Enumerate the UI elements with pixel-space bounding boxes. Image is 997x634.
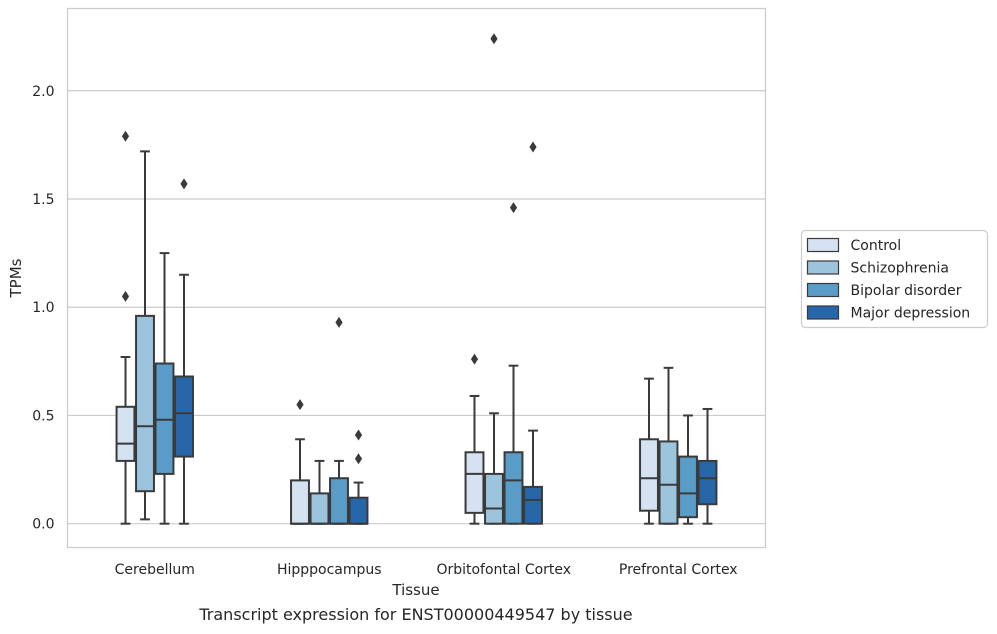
legend-frame [800, 229, 989, 329]
box [348, 496, 369, 525]
outlier-point [180, 178, 188, 190]
chart-caption: Transcript expression for ENST0000044954… [199, 605, 633, 624]
x-tick-label: Orbitofontal Cortex [436, 562, 571, 578]
legend-swatch [806, 282, 840, 298]
outlier-point [296, 399, 304, 411]
legend-swatch [806, 305, 840, 320]
y-tick-label: 2.0 [32, 84, 54, 100]
box [464, 451, 485, 514]
x-axis-title: Tissue [391, 581, 439, 599]
legend-label: Control [851, 238, 902, 254]
legend: Control Schizophrenia Bipolar disorder Majo… [800, 229, 989, 329]
box [309, 492, 330, 525]
outlier-point [529, 141, 537, 153]
outlier-point [335, 316, 343, 328]
box [290, 479, 310, 525]
y-tick-label: 0.5 [32, 408, 54, 424]
legend-label: Schizophrenia [851, 261, 949, 277]
box [154, 362, 175, 475]
box [697, 459, 718, 506]
x-tick-label: Cerebellum [115, 562, 195, 578]
box [639, 438, 659, 512]
y-axis-ticks: 0.0 0.5 1.0 1.5 2.0 [32, 84, 54, 533]
box [329, 477, 349, 525]
y-axis-title: TPMs [7, 258, 25, 298]
plot-area-frame [66, 7, 767, 549]
chart: 0.0 0.5 1.0 1.5 2.0 Cerebellum Hipppocampus Or… [7, 7, 989, 599]
outlier-point [121, 130, 130, 142]
box-group [464, 33, 543, 525]
outlier-point [490, 33, 498, 45]
box-group [290, 316, 369, 525]
legend-label: Major depression [851, 306, 971, 322]
box-groups [115, 33, 718, 525]
outlier-point [509, 202, 518, 214]
box [135, 314, 155, 493]
box [503, 451, 524, 525]
y-tick-label: 1.5 [32, 192, 54, 208]
outlier-point [121, 290, 130, 302]
box [115, 405, 136, 462]
y-tick-label: 0.0 [32, 517, 54, 533]
legend-label: Bipolar disorder [851, 283, 962, 299]
outlier-point [354, 429, 363, 441]
box-group [115, 130, 194, 525]
legend-swatch [806, 260, 840, 275]
x-tick-label: Prefrontal Cortex [619, 562, 738, 578]
box [174, 375, 194, 458]
x-tick-label: Hipppocampus [277, 562, 382, 578]
box [678, 455, 698, 519]
box-group [639, 366, 718, 525]
box [658, 440, 679, 525]
outlier-point [354, 453, 363, 465]
box [484, 472, 504, 525]
outlier-point [470, 353, 479, 365]
box [523, 485, 543, 525]
x-axis-ticks: Cerebellum Hipppocampus Orbitofontal Corte… [115, 562, 738, 578]
y-tick-label: 1.0 [32, 300, 54, 316]
legend-swatch [806, 237, 840, 253]
